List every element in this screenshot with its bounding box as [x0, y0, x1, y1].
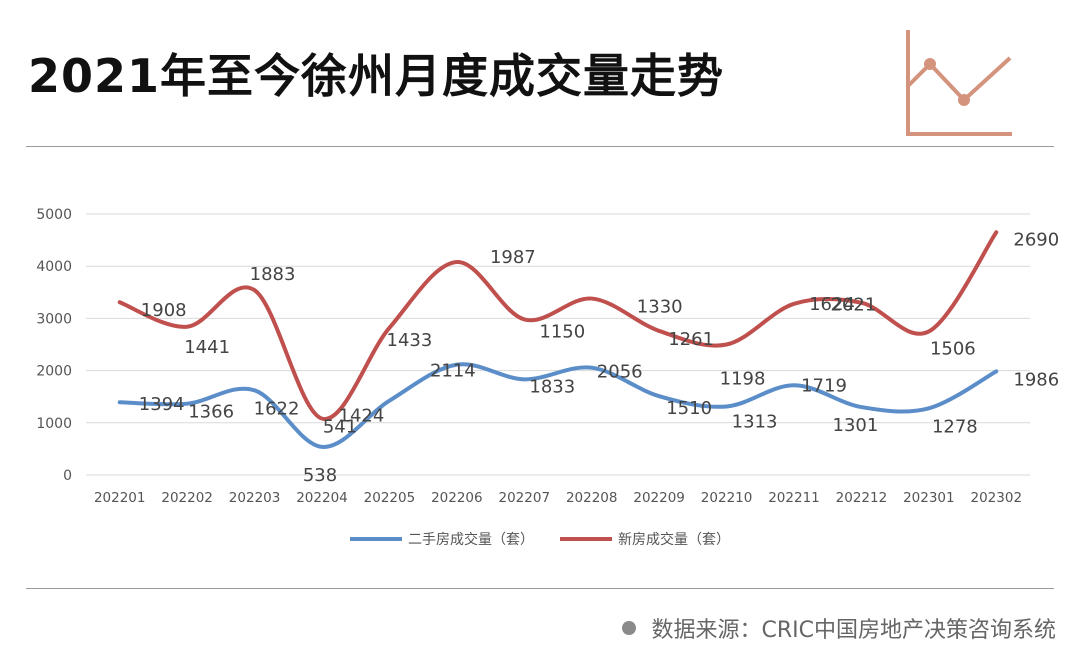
data-label: 1624: [809, 294, 855, 315]
data-label: 1424: [339, 406, 385, 427]
data-label: 2114: [430, 361, 476, 382]
data-label: 1987: [490, 247, 536, 268]
x-tick-label: 202208: [566, 490, 618, 506]
data-label: 1198: [720, 369, 766, 390]
data-source-text: 数据来源：CRIC中国房地产决策咨询系统: [651, 618, 1057, 643]
x-tick-label: 202212: [836, 490, 888, 506]
data-label: 1394: [139, 394, 185, 415]
x-tick-label: 202205: [364, 490, 416, 506]
x-tick-label: 202202: [161, 490, 213, 506]
data-source: 数据来源：CRIC中国房地产决策咨询系统: [621, 612, 1057, 644]
y-tick-label: 1000: [36, 416, 72, 432]
x-tick-label: 202210: [701, 490, 753, 506]
data-label: 2690: [1013, 229, 1059, 250]
series-line: [117, 230, 999, 421]
data-label: 2056: [597, 362, 643, 383]
data-label: 1506: [930, 338, 976, 359]
data-label: 1366: [188, 402, 234, 423]
data-label: 2021: [831, 295, 877, 316]
x-tick-label: 202203: [229, 490, 281, 506]
data-label: 1719: [801, 375, 847, 396]
legend-label: 二手房成交量（套）: [408, 531, 534, 548]
x-tick-label: 202209: [633, 490, 685, 506]
data-label: 1510: [666, 398, 712, 419]
data-label: 1883: [250, 264, 296, 285]
y-tick-label: 5000: [36, 207, 72, 223]
data-label: 541: [323, 417, 357, 438]
data-label: 1330: [637, 297, 683, 318]
x-tick-label: 202301: [903, 490, 955, 506]
header-divider: [26, 146, 1054, 147]
data-label: 538: [303, 465, 337, 486]
data-label: 1986: [1013, 369, 1059, 390]
data-label: 1313: [732, 411, 778, 432]
data-label: 1278: [932, 416, 978, 437]
data-label: 1150: [539, 321, 585, 342]
x-tick-label: 202207: [499, 490, 551, 506]
data-label: 1301: [833, 415, 879, 436]
x-tick-label: 202206: [431, 490, 483, 506]
bullet-dot-icon: [621, 621, 636, 635]
y-tick-label: 3000: [36, 311, 72, 327]
y-tick-label: 4000: [36, 259, 72, 275]
line-chart-icon: [906, 30, 1012, 136]
x-tick-label: 202204: [296, 490, 348, 506]
data-label: 1261: [668, 329, 714, 350]
y-tick-label: 0: [63, 468, 72, 484]
data-label: 1908: [141, 300, 187, 321]
x-tick-label: 202211: [768, 490, 820, 506]
data-label: 1833: [529, 376, 575, 397]
legend-label: 新房成交量（套）: [618, 531, 730, 548]
page-title: 2021年至今徐州月度成交量走势: [28, 49, 725, 103]
series-line: [117, 362, 999, 449]
data-label: 1441: [184, 337, 230, 358]
data-label: 1622: [254, 398, 300, 419]
x-tick-label: 202302: [971, 490, 1023, 506]
y-tick-label: 2000: [36, 364, 72, 380]
data-label: 1433: [387, 330, 433, 351]
footer-divider: [26, 588, 1054, 589]
x-tick-label: 202201: [94, 490, 146, 506]
